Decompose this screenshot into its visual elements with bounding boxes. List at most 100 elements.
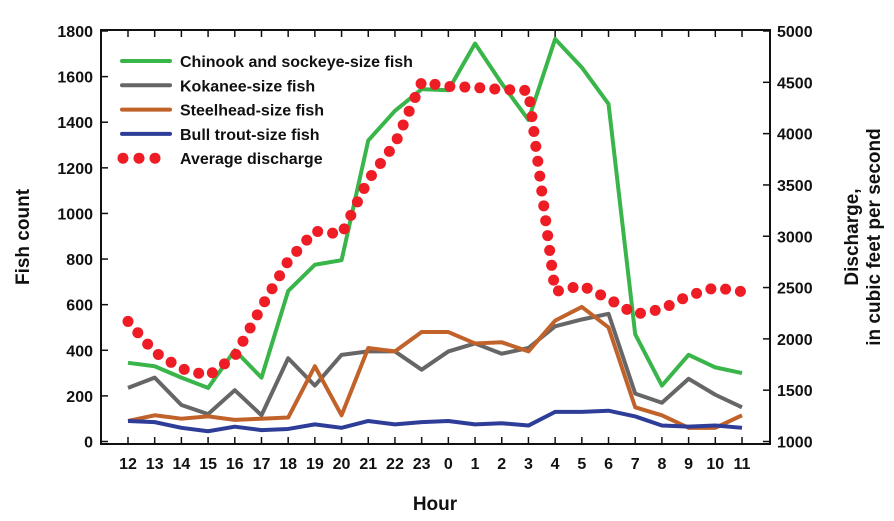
discharge-point [397, 119, 409, 131]
discharge-point [345, 209, 357, 221]
x-tick-label: 5 [577, 456, 586, 473]
x-tick-label: 17 [253, 456, 271, 473]
discharge-point [230, 348, 242, 360]
discharge-point [519, 84, 531, 96]
discharge-point [281, 257, 293, 269]
legend-label: Kokanee-size fish [180, 78, 315, 95]
x-tick-label: 21 [359, 456, 377, 473]
discharge-point [595, 289, 607, 301]
discharge-point [649, 304, 661, 316]
discharge-point [526, 111, 538, 123]
discharge-point [142, 338, 154, 350]
discharge-point [358, 182, 370, 194]
discharge-point [621, 303, 633, 315]
discharge-point [327, 227, 339, 239]
discharge-point [705, 283, 717, 295]
series-line-3 [127, 408, 743, 434]
discharge-point [542, 230, 554, 242]
x-tick-label: 18 [279, 456, 297, 473]
discharge-point [391, 133, 403, 145]
y-tick-label: 200 [66, 389, 93, 406]
discharge-point [530, 140, 542, 152]
y-tick-label: 1000 [57, 206, 93, 223]
discharge-point [415, 78, 427, 90]
y-tick-label: 1800 [57, 24, 93, 41]
x-tick-label: 9 [684, 456, 693, 473]
discharge-point [474, 82, 486, 94]
discharge-point [206, 367, 218, 379]
discharge-point [351, 196, 363, 208]
x-tick-label: 19 [306, 456, 324, 473]
discharge-point [251, 309, 263, 321]
x-tick-label: 4 [551, 456, 560, 473]
x-tick-label: 0 [444, 456, 453, 473]
y2-axis-label-line2: in cubic feet per second [864, 128, 885, 346]
y2-tick-label: 1000 [777, 435, 813, 452]
discharge-point [532, 155, 544, 167]
x-tick-label: 8 [657, 456, 666, 473]
discharge-point [301, 234, 313, 246]
x-tick-label: 1 [471, 456, 480, 473]
legend-swatch [133, 152, 145, 164]
discharge-point [546, 259, 558, 271]
y-tick-label: 1200 [57, 161, 93, 178]
discharge-point [720, 283, 732, 295]
x-tick-label: 20 [333, 456, 351, 473]
discharge-point [383, 145, 395, 157]
y-tick-label: 0 [84, 435, 93, 452]
discharge-point [540, 215, 552, 227]
discharge-point [663, 299, 675, 311]
discharge-point [608, 296, 620, 308]
discharge-point [634, 307, 646, 319]
discharge-point [538, 200, 550, 212]
discharge-point [312, 225, 324, 237]
discharge-point [544, 244, 556, 256]
discharge-point [244, 322, 256, 334]
discharge-point [409, 91, 421, 103]
y-tick-label: 800 [66, 252, 93, 269]
legend-label: Average discharge [180, 151, 323, 168]
x-tick-label: 11 [734, 456, 751, 473]
x-tick-label: 7 [631, 456, 640, 473]
discharge-point [259, 296, 271, 308]
discharge-point [237, 335, 249, 347]
x-tick-label: 16 [226, 456, 244, 473]
y2-axis-label-line1: Discharge, [842, 188, 863, 285]
x-tick-label: 15 [199, 456, 217, 473]
x-tick-label: 2 [497, 456, 506, 473]
discharge-point [528, 125, 540, 137]
discharge-point [365, 169, 377, 181]
x-tick-label: 10 [706, 456, 724, 473]
y2-tick-label: 3500 [777, 178, 813, 195]
y-tick-label: 1400 [57, 115, 93, 132]
x-tick-label: 12 [119, 456, 137, 473]
legend-swatch [117, 152, 129, 164]
discharge-point [524, 96, 536, 108]
y2-tick-label: 1500 [777, 383, 813, 400]
y-tick-label: 600 [66, 298, 93, 315]
y2-tick-label: 2000 [777, 332, 813, 349]
discharge-point [552, 285, 564, 297]
series-line-2 [127, 304, 743, 430]
legend-label: Bull trout-size fish [180, 127, 320, 144]
y2-tick-label: 2500 [777, 281, 813, 298]
y2-tick-label: 4500 [777, 75, 813, 92]
discharge-point [374, 157, 386, 169]
x-tick-label: 6 [604, 456, 613, 473]
x-tick-label: 23 [413, 456, 431, 473]
y2-tick-label: 3000 [777, 229, 813, 246]
discharge-point [734, 285, 746, 297]
discharge-point [122, 315, 134, 327]
x-tick-label: 13 [146, 456, 164, 473]
series-line-1 [127, 311, 743, 418]
legend-label: Steelhead-size fish [180, 103, 324, 120]
discharge-point [489, 83, 501, 95]
discharge-point [291, 245, 303, 257]
discharge-point [338, 223, 350, 235]
discharge-point [193, 367, 205, 379]
discharge-point [444, 80, 456, 92]
discharge-point [691, 287, 703, 299]
y-tick-label: 400 [66, 343, 93, 360]
discharge-point [536, 185, 548, 197]
